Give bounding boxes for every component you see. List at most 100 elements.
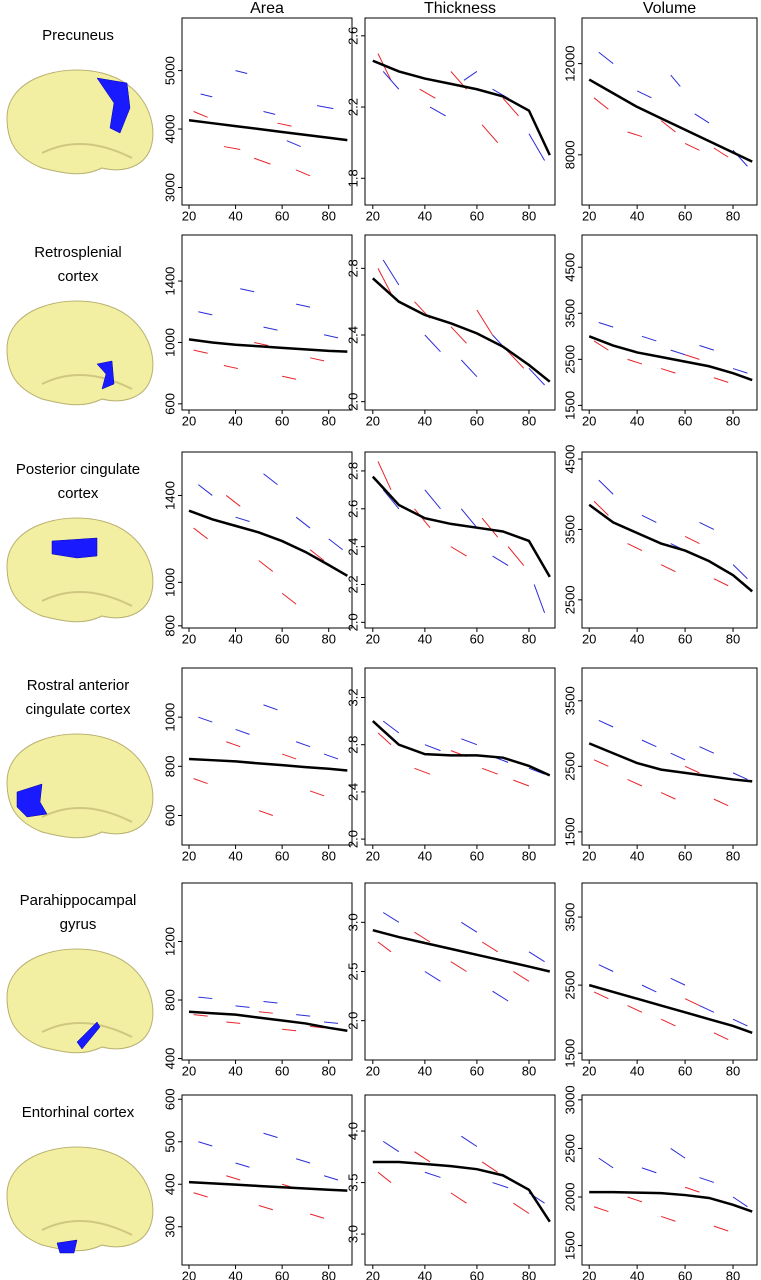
subject-segment (461, 921, 478, 933)
subject-segment (732, 564, 748, 580)
y-tick-label: 2500 (562, 345, 577, 374)
region-highlight (51, 537, 98, 559)
subject-segment (258, 810, 273, 816)
y-tick-label: 2.5 (345, 962, 360, 980)
x-tick-label: 40 (630, 631, 644, 646)
y-tick-label: 2.0 (345, 830, 360, 848)
plot-frame (181, 17, 353, 206)
y-tick-label: 500 (162, 1131, 177, 1153)
x-tick-label: 20 (366, 1268, 380, 1280)
x-tick-label: 60 (678, 1063, 692, 1078)
x-tick-label: 20 (366, 848, 380, 863)
trend-line (588, 983, 753, 1034)
x-tick-label: 80 (522, 848, 536, 863)
x-tick-label: 40 (418, 1063, 432, 1078)
subject-segment (670, 752, 686, 761)
subject-segment (481, 517, 499, 538)
y-tick-label: 1500 (562, 1039, 577, 1068)
y-tick-label: 1500 (562, 1231, 577, 1260)
y-tick-label: 800 (162, 615, 177, 637)
y-tick-label: 1500 (562, 817, 577, 846)
region-label: Parahippocampal (20, 892, 137, 909)
subject-segment (414, 767, 431, 775)
subject-segment (670, 977, 686, 986)
x-tick-label: 20 (182, 1063, 196, 1078)
y-tick-label: 2500 (562, 585, 577, 614)
brain-image (6, 517, 154, 623)
y-tick-label: 2.2 (345, 575, 360, 593)
subject-segment (694, 113, 710, 124)
x-tick-label: 60 (470, 631, 484, 646)
subject-segment (713, 147, 729, 158)
x-tick-label: 80 (522, 631, 536, 646)
plot-frame (581, 667, 758, 846)
subject-segment (598, 1157, 614, 1169)
x-tick-label: 60 (275, 1268, 289, 1280)
y-tick-label: 2.4 (345, 538, 360, 556)
x-tick-label: 40 (630, 1063, 644, 1078)
x-tick-label: 80 (321, 413, 335, 428)
subject-segment (198, 1141, 213, 1147)
subject-segment (377, 732, 392, 746)
y-tick-label: 600 (162, 805, 177, 827)
subject-segment (513, 971, 530, 982)
trend-line (588, 335, 753, 382)
subject-segment (593, 500, 609, 516)
plot-frame (181, 234, 353, 411)
y-tick-label: 4500 (562, 253, 577, 282)
subject-segment (295, 516, 311, 529)
brain-image (6, 733, 154, 839)
x-tick-label: 20 (366, 631, 380, 646)
subject-segment (235, 516, 250, 523)
x-tick-label: 80 (321, 1063, 335, 1078)
y-tick-label: 300 (162, 1216, 177, 1238)
y-tick-label: 800 (162, 755, 177, 777)
brain-image (6, 948, 154, 1054)
subject-segment (732, 368, 748, 374)
x-tick-label: 60 (470, 208, 484, 223)
trend-line (188, 1010, 348, 1032)
y-tick-label: 2.4 (345, 326, 360, 344)
subject-segment (598, 964, 614, 972)
subject-segment (281, 753, 297, 760)
y-tick-label: 3000 (562, 1085, 577, 1114)
brain-surface (6, 517, 154, 623)
subject-segment (732, 1196, 748, 1208)
y-tick-label: 600 (162, 1088, 177, 1110)
y-tick-label: 1400 (162, 267, 177, 296)
x-tick-label: 60 (275, 413, 289, 428)
trend-line (588, 742, 753, 783)
subject-segment (593, 1206, 609, 1213)
x-tick-label: 60 (470, 413, 484, 428)
subject-segment (198, 996, 213, 1000)
x-tick-label: 40 (630, 413, 644, 428)
subject-segment (699, 1177, 715, 1183)
y-tick-label: 5000 (162, 56, 177, 85)
x-tick-label: 60 (275, 208, 289, 223)
x-tick-label: 20 (182, 208, 196, 223)
subject-segment (713, 578, 729, 587)
subject-segment (533, 584, 546, 614)
subject-segment (507, 351, 525, 369)
subject-segment (235, 1005, 250, 1008)
column-title: Thickness (424, 0, 496, 17)
trend-line (371, 720, 551, 777)
subject-segment (377, 268, 392, 294)
x-tick-label: 20 (582, 413, 596, 428)
subject-segment (328, 538, 343, 551)
x-tick-label: 60 (470, 1063, 484, 1078)
subject-segment (282, 1028, 297, 1032)
subject-segment (660, 120, 676, 133)
subject-segment (450, 961, 467, 972)
subject-segment (528, 767, 545, 775)
subject-segment (636, 90, 652, 99)
x-tick-label: 60 (275, 631, 289, 646)
y-tick-label: 2.0 (345, 1012, 360, 1030)
x-tick-label: 20 (366, 413, 380, 428)
trend-line (371, 277, 551, 383)
subject-segment (263, 111, 276, 115)
x-tick-label: 80 (726, 1063, 740, 1078)
y-tick-label: 2.6 (345, 500, 360, 518)
x-tick-label: 60 (275, 848, 289, 863)
y-tick-label: 1.8 (345, 169, 360, 187)
